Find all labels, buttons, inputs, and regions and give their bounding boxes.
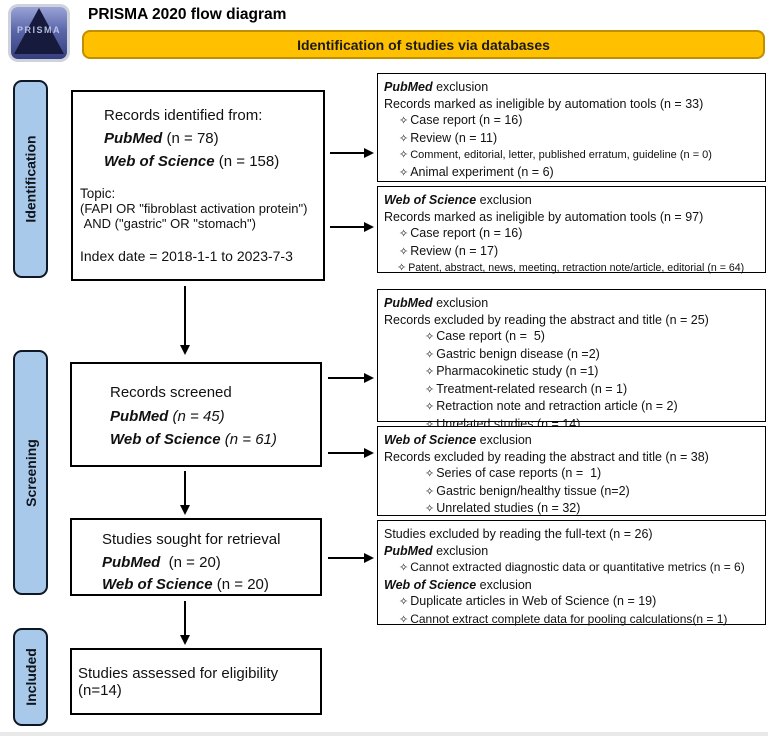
exclusion-item: ✧ Treatment-related research (n = 1) [384, 381, 761, 399]
diamond-bullet-icon: ✧ [399, 228, 409, 240]
prisma-logo: PRISMA [8, 4, 70, 62]
wos-label: Web of Science [104, 153, 215, 170]
pubmed-count-line: PubMed (n = 45) [110, 407, 225, 425]
exclusion-box-subtitle: Records excluded by reading the abstract… [384, 449, 709, 464]
exclusion-item: ✧ Gastric benign/healthy tissue (n=2) [384, 483, 761, 501]
diamond-bullet-icon: ✧ [425, 485, 435, 498]
wos-label: Web of Science [102, 576, 213, 593]
pubmed-automation-exclusion-box: PubMed exclusion Records marked as ineli… [377, 73, 766, 182]
exclusion-box-title: PubMed exclusion [384, 296, 489, 310]
diamond-bullet-icon: ✧ [399, 562, 409, 574]
exclusion-box-subtitle: Records marked as ineligible by automati… [384, 96, 704, 111]
records-identified-title: Records identified from: [104, 107, 263, 124]
arrow-retrieval-to-eligibility [179, 601, 190, 645]
page-title: PRISMA 2020 flow diagram [88, 6, 287, 23]
exclusion-box-subtitle: Records excluded by reading the abstract… [384, 312, 709, 327]
pyramid-icon [14, 8, 64, 54]
diamond-bullet-icon: ✧ [399, 115, 409, 127]
exclusion-item: ✧ Retraction note and retraction article … [384, 398, 761, 416]
prisma-logo-background: PRISMA [11, 7, 67, 59]
diamond-bullet-icon: ✧ [399, 613, 409, 626]
diamond-bullet-icon: ✧ [425, 331, 435, 343]
exclusion-item: ✧ Case report (n = 16) [384, 225, 761, 243]
exclusion-box-title: PubMed exclusion [384, 543, 489, 558]
wos-count-line: Web of Science (n = 61) [110, 431, 277, 448]
records-screened-box: Records screened PubMed (n = 45) Web of … [70, 362, 322, 467]
diamond-bullet-icon: ✧ [425, 503, 435, 515]
exclusion-box-title: Web of Science exclusion [384, 433, 532, 447]
pubmed-count-line: PubMed (n = 78) [104, 130, 219, 147]
diamond-bullet-icon: ✧ [425, 468, 435, 480]
wos-count-line: Web of Science (n = 20) [102, 576, 269, 593]
exclusion-item: ✧ Cannot extract complete data for poolin… [384, 611, 761, 629]
pubmed-label: PubMed [104, 130, 163, 147]
wos-abstract-exclusion-box: Web of Science exclusion Records exclude… [377, 426, 766, 516]
diamond-bullet-icon: ✧ [425, 401, 435, 413]
pubmed-count-line: PubMed (n = 20) [102, 553, 221, 571]
diamond-bullet-icon: ✧ [399, 166, 409, 179]
stage-identification-label: Identification [22, 135, 39, 223]
exclusion-box-subtitle: Records marked as ineligible by automati… [384, 209, 704, 224]
diamond-bullet-icon: ✧ [425, 366, 435, 378]
prisma-logo-word: PRISMA [16, 25, 61, 36]
exclusion-item: ✧ Unrelated studies (n = 32) [384, 500, 761, 518]
fulltext-exclusion-box: Studies excluded by reading the full-tex… [377, 520, 766, 626]
studies-retrieval-box: Studies sought for retrieval PubMed (n =… [70, 518, 322, 596]
stage-screening: Screening [13, 350, 48, 595]
studies-retrieval-title: Studies sought for retrieval [102, 531, 281, 548]
arrow-identified-to-screened [179, 286, 190, 355]
arrow-identified-to-wos-auto [330, 221, 374, 232]
fulltext-exclusion-title: Studies excluded by reading the full-tex… [384, 527, 653, 541]
diamond-bullet-icon: ✧ [425, 418, 435, 431]
exclusion-item: ✧ Duplicate articles in Web of Science (n… [384, 593, 761, 611]
exclusion-item: ✧ Gastric benign disease (n =2) [384, 346, 761, 364]
diamond-bullet-icon: ✧ [397, 262, 407, 274]
pubmed-abstract-exclusion-box: PubMed exclusion Records excluded by rea… [377, 289, 766, 431]
diamond-bullet-icon: ✧ [399, 149, 409, 161]
exclusion-box-title: PubMed exclusion [384, 80, 489, 94]
diamond-bullet-icon: ✧ [425, 383, 435, 396]
diamond-bullet-icon: ✧ [425, 348, 435, 361]
exclusion-item: ✧ Case report (n = 16) [384, 112, 761, 130]
exclusion-item: ✧ Review (n = 11) [384, 130, 761, 148]
studies-eligibility-box: Studies assessed for eligibility (n=14) [70, 648, 322, 715]
databases-banner: Identification of studies via databases [82, 30, 765, 59]
exclusion-item: ✧ Pharmacokinetic study (n =1) [384, 363, 761, 381]
records-screened-title: Records screened [110, 384, 232, 401]
wos-count-line: Web of Science (n = 158) [104, 153, 280, 170]
exclusion-box-title: Web of Science exclusion [384, 193, 532, 207]
arrow-identified-to-pubmed-auto [330, 147, 374, 158]
stage-included: Included [13, 628, 48, 726]
exclusion-item: ✧ Comment, editorial, letter, published e… [384, 147, 761, 164]
exclusion-item: ✧ Animal experiment (n = 6) [384, 164, 761, 182]
exclusion-box-title: Web of Science exclusion [384, 577, 532, 592]
stage-identification: Identification [13, 80, 48, 278]
topic-label: Topic: [80, 186, 116, 201]
studies-eligibility-title: Studies assessed for eligibility (n=14) [78, 664, 279, 699]
topic-query-line1: (FAPI OR "fibroblast activation protein"… [80, 201, 308, 216]
stage-screening-label: Screening [22, 438, 39, 507]
exclusion-item: ✧ Series of case reports (n = 1) [384, 465, 761, 483]
diamond-bullet-icon: ✧ [399, 596, 409, 608]
exclusion-item: ✧ Review (n = 17) [384, 243, 761, 261]
exclusion-item: ✧ Case report (n = 5) [384, 328, 761, 346]
diamond-bullet-icon: ✧ [399, 132, 409, 145]
wos-label: Web of Science [110, 431, 221, 448]
arrow-screened-to-pubmed-abstract [328, 372, 374, 383]
diamond-bullet-icon: ✧ [399, 245, 409, 258]
arrow-screened-to-wos-abstract [328, 447, 374, 458]
pubmed-label: PubMed [110, 407, 169, 425]
stage-included-label: Included [22, 648, 39, 706]
records-identified-box: Records identified from: PubMed (n = 78)… [71, 90, 325, 281]
index-date-line: Index date = 2018-1-1 to 2023-7-3 [80, 248, 293, 264]
arrow-retrieval-to-fulltext [328, 552, 374, 563]
arrow-screened-to-retrieval [179, 471, 190, 515]
exclusion-item: ✧ Patent, abstract, news, meeting, retrac… [384, 260, 761, 277]
topic-query-line2: AND ("gastric" OR "stomach") [80, 216, 256, 231]
pubmed-label: PubMed [102, 553, 161, 571]
wos-automation-exclusion-box: Web of Science exclusion Records marked … [377, 186, 766, 274]
page-edge [0, 732, 768, 736]
exclusion-item: ✧ Cannot extracted diagnostic data or qua… [384, 559, 761, 577]
